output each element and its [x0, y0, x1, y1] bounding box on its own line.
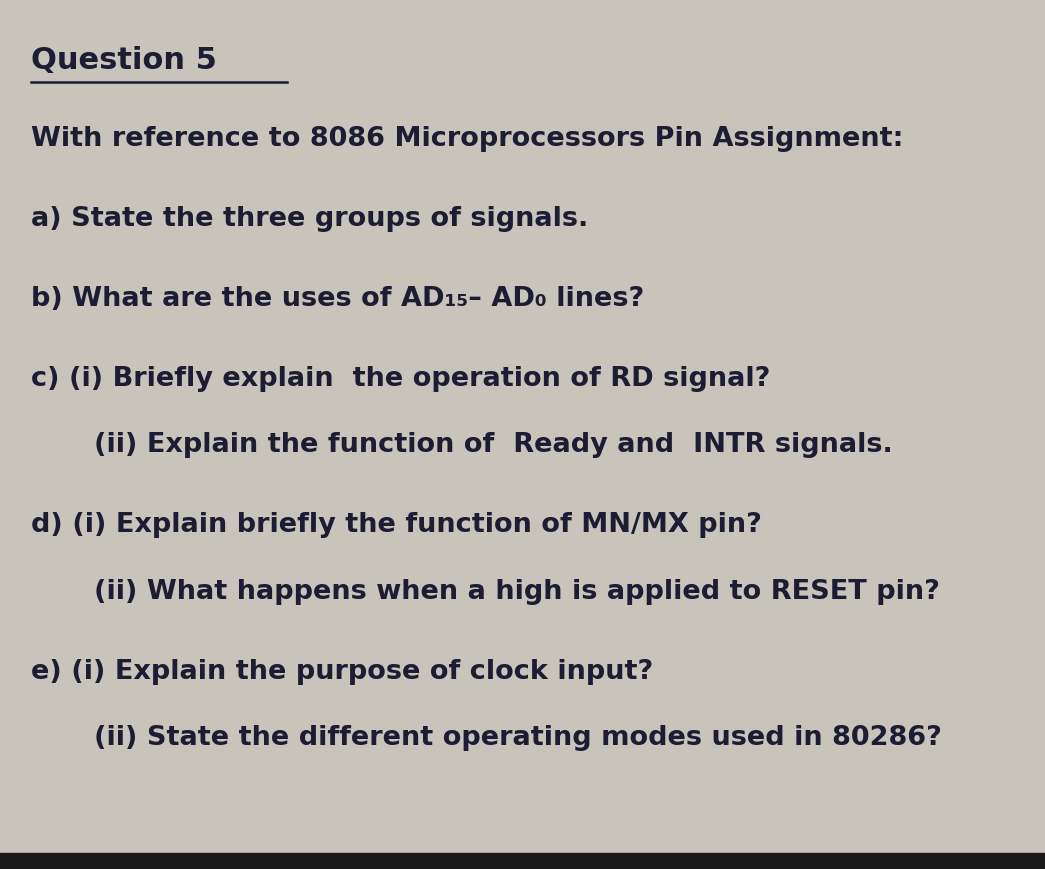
Text: (ii) What happens when a high is applied to RESET pin?: (ii) What happens when a high is applied… — [94, 578, 939, 604]
Text: a) State the three groups of signals.: a) State the three groups of signals. — [31, 206, 588, 232]
Text: (ii) Explain the function of  Ready and  INTR signals.: (ii) Explain the function of Ready and I… — [94, 432, 892, 458]
Text: c) (i) Briefly explain  the operation of RD signal?: c) (i) Briefly explain the operation of … — [31, 366, 771, 392]
Text: (ii) State the different operating modes used in 80286?: (ii) State the different operating modes… — [94, 724, 942, 750]
Text: Question 5: Question 5 — [31, 46, 217, 75]
Text: With reference to 8086 Microprocessors Pin Assignment:: With reference to 8086 Microprocessors P… — [31, 126, 904, 152]
Text: d) (i) Explain briefly the function of MN/MX pin?: d) (i) Explain briefly the function of M… — [31, 512, 762, 538]
Text: e) (i) Explain the purpose of clock input?: e) (i) Explain the purpose of clock inpu… — [31, 658, 653, 684]
Bar — [0, 853, 1045, 869]
Text: b) What are the uses of AD₁₅– AD₀ lines?: b) What are the uses of AD₁₅– AD₀ lines? — [31, 286, 645, 312]
